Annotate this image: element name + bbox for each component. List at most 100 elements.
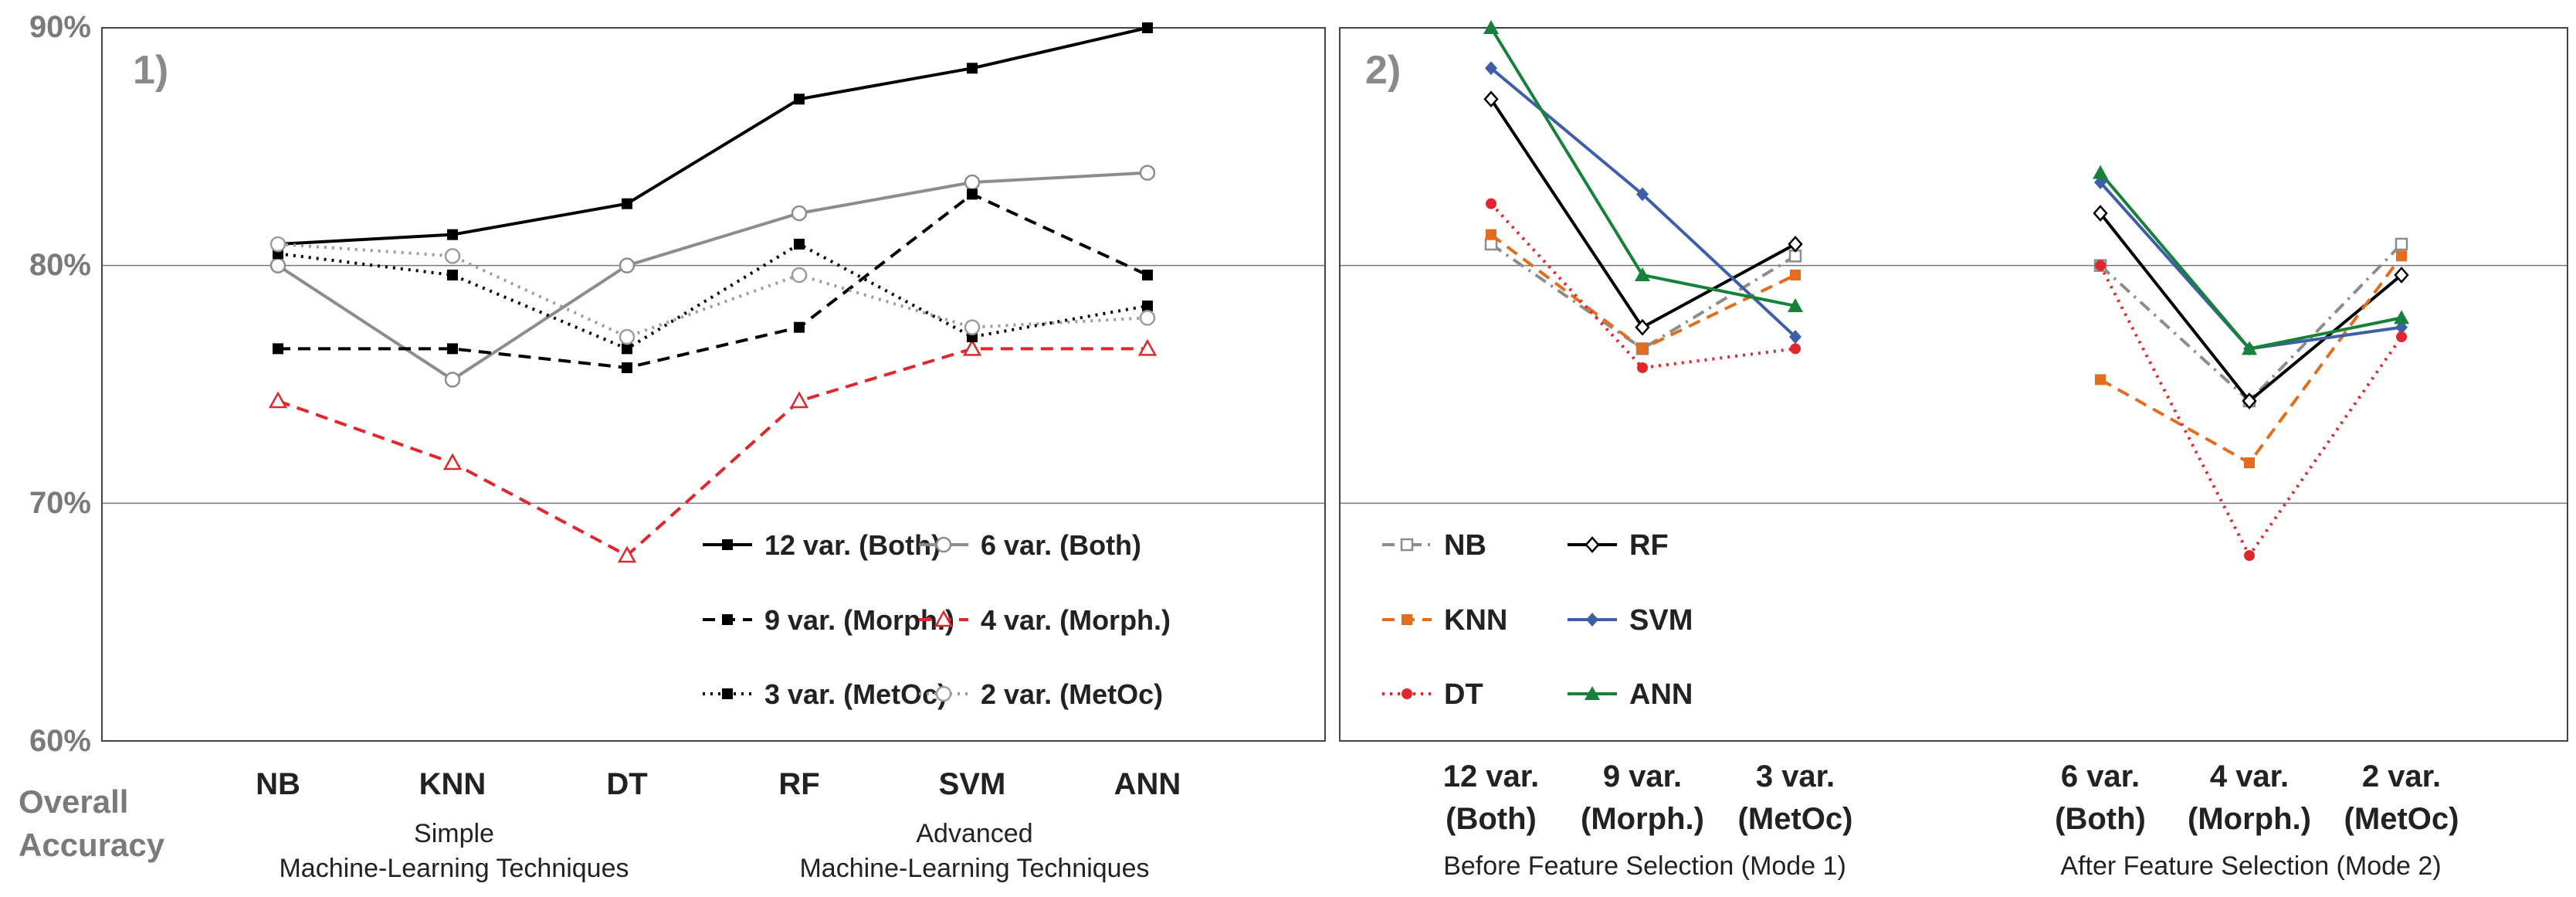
p2-group-after-title: After Feature Selection (Mode 2) bbox=[2060, 851, 2441, 881]
p2-point-before-ann-2 bbox=[1788, 297, 1803, 312]
p2-xtick-after-3b: (MetOc) bbox=[2344, 802, 2459, 836]
ytick-70: 70% bbox=[29, 486, 91, 520]
p1-point-4-var-morph-nb bbox=[268, 391, 288, 409]
p2-point-after-dt-0 bbox=[2095, 260, 2106, 271]
p1-point-12-var-both-knn bbox=[447, 229, 458, 240]
panel-2-frame bbox=[1339, 27, 2568, 742]
p2-xtick-before-2b: (Morph.) bbox=[1581, 802, 1704, 836]
p1-point-6-var-both-knn bbox=[444, 372, 461, 388]
p1-point-3-var-metoc-rf bbox=[794, 238, 805, 250]
p2-point-after-rf-2 bbox=[2394, 267, 2409, 284]
p2-point-before-knn-1 bbox=[1637, 343, 1648, 355]
p2-series-after-knn bbox=[2100, 255, 2403, 465]
p1-point-12-var-both-svm bbox=[967, 63, 978, 74]
p1-series-6-var-both bbox=[276, 171, 1148, 382]
p2-point-after-dt-2 bbox=[2396, 331, 2407, 342]
p1-point-4-var-morph-dt bbox=[617, 545, 637, 563]
p2-series-before-dt bbox=[1490, 202, 1796, 370]
p2-legend-knn-marker bbox=[1402, 614, 1412, 625]
p2-xtick-before-2a: 9 var. bbox=[1603, 759, 1682, 793]
p2-point-before-rf-2 bbox=[1788, 236, 1803, 253]
p2-series-after-nb bbox=[2099, 243, 2403, 403]
p1-series-9-var-morph bbox=[278, 192, 1148, 369]
panel-1-frame bbox=[101, 27, 1326, 742]
p1-legend-12-var-both-label: 12 var. (Both) bbox=[764, 529, 941, 561]
p1-group-simple-line1: Simple bbox=[414, 819, 494, 848]
p1-group-advanced-line2: Machine-Learning Techniques bbox=[799, 854, 1149, 883]
ytick-60: 60% bbox=[29, 724, 91, 758]
p1-group-simple-line2: Machine-Learning Techniques bbox=[279, 854, 629, 883]
p1-point-2-var-metoc-dt bbox=[619, 328, 636, 345]
p1-point-6-var-both-nb bbox=[269, 257, 286, 274]
p2-xtick-after-1a: 6 var. bbox=[2061, 759, 2140, 793]
p1-point-4-var-morph-knn bbox=[442, 453, 463, 471]
p2-xtick-after-3a: 2 var. bbox=[2362, 759, 2441, 793]
p2-point-before-dt-2 bbox=[1790, 343, 1801, 355]
panel-1-label: 1) bbox=[133, 48, 168, 93]
p2-point-before-rf-1 bbox=[1635, 318, 1650, 336]
p2-xtick-after-2b: (Morph.) bbox=[2188, 802, 2311, 836]
p1-group-advanced-line1: Advanced bbox=[916, 819, 1032, 848]
p2-point-before-knn-0 bbox=[1486, 229, 1496, 240]
p1-series-12-var-both bbox=[277, 26, 1148, 246]
p2-point-before-svm-1 bbox=[1636, 187, 1649, 202]
p2-group-before-title: Before Feature Selection (Mode 1) bbox=[1443, 851, 1846, 881]
p2-point-before-knn-2 bbox=[1790, 269, 1801, 280]
p2-point-after-knn-0 bbox=[2095, 374, 2106, 386]
p1-xtick-svm: SVM bbox=[939, 767, 1006, 801]
p1-xtick-nb: NB bbox=[256, 767, 300, 801]
p2-point-after-rf-0 bbox=[2093, 205, 2108, 222]
p1-point-2-var-metoc-svm bbox=[964, 319, 981, 335]
p2-legend-rf-marker bbox=[1585, 536, 1600, 553]
p2-legend-dt-label: DT bbox=[1444, 678, 1483, 711]
p2-xtick-after-1b: (Both) bbox=[2055, 802, 2146, 836]
p1-point-4-var-morph-svm bbox=[962, 338, 982, 356]
p1-point-2-var-metoc-knn bbox=[444, 248, 461, 264]
p1-series-2-var-metoc bbox=[277, 242, 1148, 339]
p2-point-after-knn-2 bbox=[2396, 250, 2407, 262]
p1-legend-12-var-both-marker bbox=[722, 539, 733, 550]
p1-legend-4-var-morph-label: 4 var. (Morph.) bbox=[981, 604, 1171, 636]
p1-legend-6-var-both-label: 6 var. (Both) bbox=[981, 529, 1141, 561]
p1-xtick-knn: KNN bbox=[419, 767, 486, 801]
p2-point-after-knn-1 bbox=[2244, 457, 2255, 469]
p1-point-3-var-metoc-dt bbox=[622, 343, 632, 355]
p1-point-9-var-morph-svm bbox=[967, 189, 978, 200]
p1-point-6-var-both-rf bbox=[791, 205, 808, 222]
y-axis-title-line2: Accuracy bbox=[19, 827, 165, 863]
p2-legend-ann-marker bbox=[1585, 686, 1600, 700]
p2-legend-svm-label: SVM bbox=[1629, 604, 1693, 637]
p1-point-9-var-morph-dt bbox=[622, 362, 632, 373]
p2-point-before-svm-2 bbox=[1789, 329, 1802, 344]
p1-point-6-var-both-dt bbox=[619, 257, 636, 274]
p2-point-after-dt-1 bbox=[2244, 550, 2255, 562]
p2-point-before-dt-1 bbox=[1637, 362, 1648, 373]
p2-point-after-rf-1 bbox=[2242, 392, 2257, 409]
p1-legend-2-var-metoc-label: 2 var. (MetOc) bbox=[981, 678, 1163, 710]
p2-series-before-nb bbox=[1490, 243, 1797, 351]
p1-series-3-var-metoc bbox=[277, 242, 1148, 351]
p1-point-2-var-metoc-nb bbox=[269, 236, 286, 253]
p1-point-4-var-morph-rf bbox=[789, 391, 809, 409]
p1-point-12-var-both-rf bbox=[794, 93, 805, 105]
p2-point-before-svm-0 bbox=[1485, 61, 1497, 76]
p1-legend-9-var-morph-marker bbox=[722, 614, 733, 625]
p2-xtick-before-1b: (Both) bbox=[1446, 802, 1537, 836]
p1-point-12-var-both-dt bbox=[622, 198, 632, 209]
p1-series-4-var-morph bbox=[277, 347, 1147, 558]
p2-xtick-before-3a: 3 var. bbox=[1756, 759, 1835, 793]
p2-xtick-before-3b: (MetOc) bbox=[1738, 802, 1853, 836]
p1-legend-3-var-metoc-marker bbox=[722, 688, 733, 699]
p1-point-3-var-metoc-ann bbox=[1142, 300, 1153, 311]
ytick-90: 90% bbox=[29, 10, 91, 44]
p1-xtick-rf: RF bbox=[778, 767, 819, 801]
p2-legend-rf-label: RF bbox=[1629, 529, 1669, 562]
p1-point-3-var-metoc-knn bbox=[447, 269, 458, 280]
p2-series-after-dt bbox=[2099, 264, 2403, 559]
p1-point-9-var-morph-rf bbox=[794, 321, 805, 333]
p1-point-9-var-morph-nb bbox=[273, 343, 283, 355]
p1-point-12-var-both-ann bbox=[1142, 22, 1153, 33]
p2-point-after-ann-0 bbox=[2093, 165, 2108, 179]
p1-point-9-var-morph-ann bbox=[1142, 269, 1153, 280]
